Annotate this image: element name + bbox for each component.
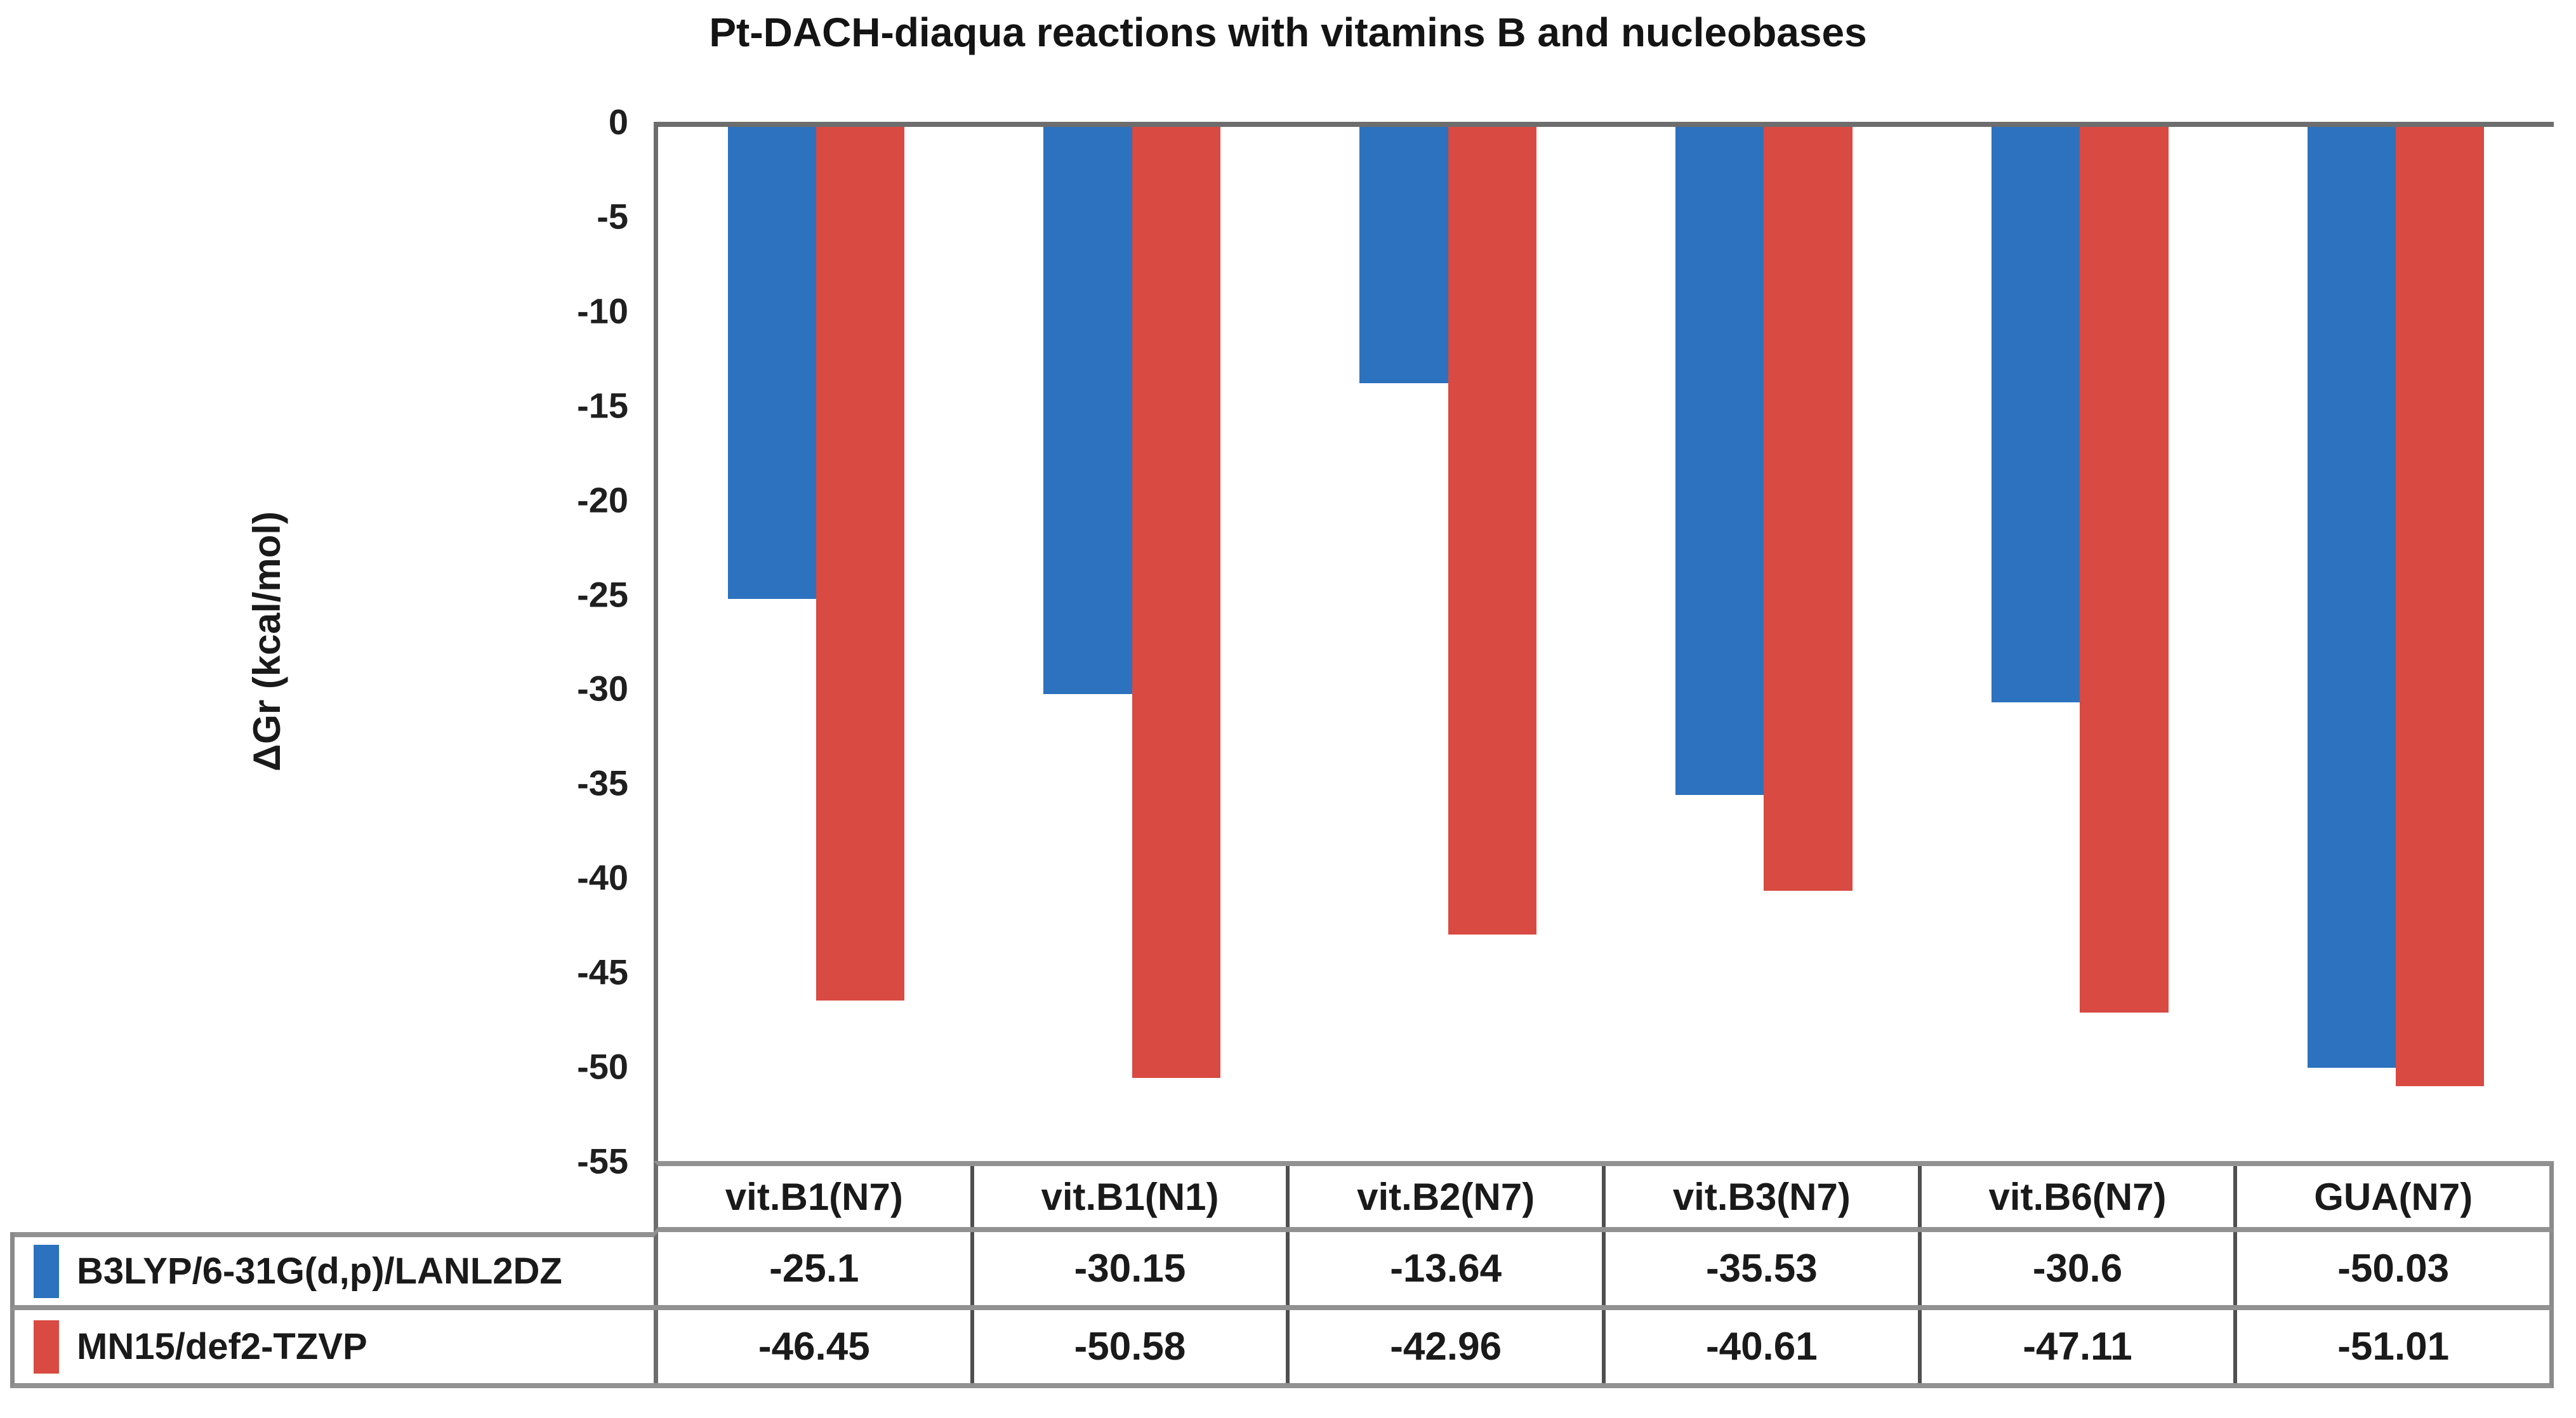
value-cell: -46.45	[658, 1310, 974, 1383]
bar-pair	[1991, 127, 2169, 1161]
y-tick-label: -55	[577, 1141, 628, 1181]
value-cell: -25.1	[658, 1232, 974, 1305]
value-cell: -50.03	[2337, 1247, 2450, 1290]
y-tick-label: -40	[577, 857, 628, 898]
value-cell: -50.58	[974, 1310, 1290, 1383]
bar-group	[974, 127, 1290, 1161]
value-cell: -47.11	[1922, 1310, 2238, 1383]
bar-group	[2238, 127, 2554, 1161]
legend-label: MN15/def2-TZVP	[77, 1326, 367, 1367]
category-label: vit.B6(N7)	[1922, 1166, 2238, 1227]
value-cell: -30.15	[974, 1232, 1290, 1305]
bar-series-1	[727, 127, 816, 599]
y-tick-label: -50	[577, 1046, 628, 1087]
bar-series-1	[1043, 127, 1132, 694]
y-tick-label: -35	[577, 763, 628, 803]
bar-pair	[1675, 127, 1853, 1161]
value-cell: -35.53	[1606, 1232, 1922, 1305]
bar-pair	[1043, 127, 1221, 1161]
bar-pair	[2307, 127, 2485, 1161]
table-row: MN15/def2-TZVP -46.45 -50.58 -42.96 -40.61 -4…	[10, 1310, 2554, 1388]
legend-cell: B3LYP/6-31G(d,p)/LANL2DZ	[15, 1232, 658, 1305]
data-table: B3LYP/6-31G(d,p)/LANL2DZ -25.1 -30.15 -13.6…	[10, 1232, 2554, 1388]
y-tick-label: -5	[597, 196, 628, 237]
category-label: vit.B2(N7)	[1290, 1166, 1606, 1227]
category-label: GUA(N7)	[2314, 1175, 2473, 1218]
y-tick-label: -10	[577, 291, 628, 331]
value-cell: -51.01	[2337, 1325, 2450, 1369]
category-label: vit.B1(N7)	[658, 1166, 974, 1227]
bar-group	[658, 127, 974, 1161]
bar-pair	[1359, 127, 1536, 1161]
value-cell: -40.61	[1606, 1310, 1922, 1383]
bar-series-1	[2307, 127, 2396, 1068]
bar-series-1	[1991, 127, 2080, 702]
y-tick-label: -30	[577, 668, 628, 709]
y-tick-label: -45	[577, 952, 628, 992]
y-tick-label: -20	[577, 480, 628, 520]
category-label: vit.B3(N7)	[1606, 1166, 1922, 1227]
y-tick-label: -25	[577, 574, 628, 615]
bar-series-2	[816, 127, 905, 1001]
chart-title: Pt-DACH-diaqua reactions with vitamins B…	[709, 10, 1867, 55]
plot-area	[654, 122, 2554, 1161]
bar-group	[1606, 127, 1922, 1161]
legend-swatch-icon	[34, 1244, 59, 1298]
bar-series-2	[1764, 127, 1853, 891]
table-row: B3LYP/6-31G(d,p)/LANL2DZ -25.1 -30.15 -13.6…	[10, 1232, 2554, 1310]
y-tick-label: 0	[608, 102, 628, 142]
category-header-row: vit.B1(N7) vit.B1(N1) vit.B2(N7) vit.B3(N7)…	[654, 1161, 2554, 1232]
bar-pair	[727, 127, 905, 1161]
bar-group	[1922, 127, 2238, 1161]
y-tick-label: -15	[577, 385, 628, 426]
bar-series-2	[2080, 127, 2169, 1013]
bar-series-2	[2396, 127, 2485, 1086]
value-cell: -30.6	[1922, 1232, 2238, 1305]
legend-label: B3LYP/6-31G(d,p)/LANL2DZ	[77, 1251, 562, 1292]
legend-cell: MN15/def2-TZVP	[15, 1310, 658, 1383]
bar-series-1	[1359, 127, 1448, 384]
value-cell: -13.64	[1290, 1232, 1606, 1305]
y-axis-title: ΔGr (kcal/mol)	[190, 122, 343, 1161]
bar-series-2	[1448, 127, 1536, 935]
bar-series-2	[1132, 127, 1221, 1078]
y-axis-tick-labels: 0 -5 -10 -15 -20 -25 -30 -35 -40 -45 -50 -55	[393, 102, 628, 1181]
bar-series-1	[1675, 127, 1764, 795]
category-label: vit.B1(N1)	[974, 1166, 1290, 1227]
y-axis-title-text: ΔGr (kcal/mol)	[245, 511, 288, 771]
bar-group	[1290, 127, 1606, 1161]
legend-swatch-icon	[34, 1320, 59, 1374]
value-cell: -42.96	[1290, 1310, 1606, 1383]
